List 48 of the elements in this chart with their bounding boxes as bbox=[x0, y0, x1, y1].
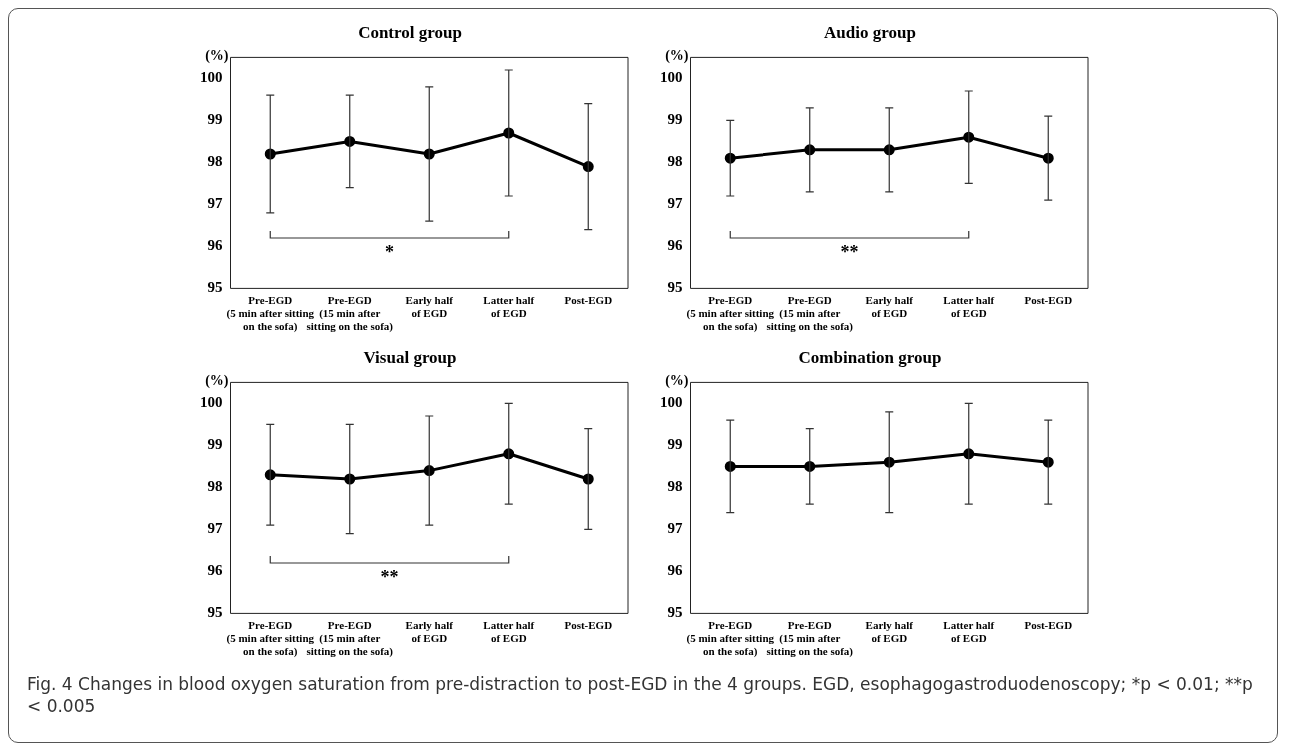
x-tick-label: Early half of EGD bbox=[405, 618, 454, 645]
caption: Fig. 4 Changes in blood oxygen saturation from pre-distraction to post-EGD in the 4 groups. EGD, esophagogastroduodenoscopy; *p < 0.01; **p < 0.005 bbox=[27, 673, 1254, 718]
y-tick-label: 95 bbox=[207, 604, 223, 621]
y-tick-label: 96 bbox=[667, 237, 683, 254]
y-tick-label: 100 bbox=[200, 69, 223, 86]
y-tick-label: 96 bbox=[207, 237, 223, 254]
y-tick-label: 99 bbox=[207, 436, 223, 453]
chart-title: Combination group bbox=[798, 347, 942, 367]
x-tick-label: Latter half of EGD bbox=[943, 293, 995, 320]
y-tick-label: 95 bbox=[207, 279, 223, 296]
y-tick-label: 99 bbox=[667, 436, 683, 453]
x-tick-label: Early half of EGD bbox=[865, 293, 914, 320]
y-tick-label: 96 bbox=[667, 562, 683, 579]
y-tick-label: 97 bbox=[207, 520, 223, 537]
chart-title: Visual group bbox=[363, 347, 457, 367]
x-tick-label: Post-EGD bbox=[1024, 618, 1073, 631]
y-tick-label: 99 bbox=[207, 111, 223, 128]
y-tick-label: 98 bbox=[207, 478, 223, 495]
annotation: ** bbox=[840, 241, 859, 262]
x-tick-label: Latter half of EGD bbox=[943, 618, 995, 645]
x-tick-label: Latter half of EGD bbox=[483, 618, 535, 645]
x-tick-label: Early half of EGD bbox=[405, 293, 454, 320]
y-tick-label: 100 bbox=[660, 69, 683, 86]
y-tick-label: 97 bbox=[207, 195, 223, 212]
chart-title: Audio group bbox=[824, 22, 916, 42]
y-axis-title: (%) bbox=[665, 48, 689, 65]
y-axis-title: (%) bbox=[205, 373, 229, 390]
y-axis-title: (%) bbox=[665, 373, 689, 390]
y-tick-label: 97 bbox=[667, 195, 683, 212]
chart-title: Control group bbox=[358, 22, 462, 42]
x-tick-label: Latter half of EGD bbox=[483, 293, 535, 320]
y-tick-label: 95 bbox=[667, 279, 683, 296]
y-tick-label: 98 bbox=[667, 478, 683, 495]
y-tick-label: 97 bbox=[667, 520, 683, 537]
x-tick-label: Post-EGD bbox=[1024, 293, 1073, 306]
annotation: * bbox=[385, 241, 394, 262]
x-tick-label: Post-EGD bbox=[564, 293, 613, 306]
y-tick-label: 98 bbox=[207, 153, 223, 170]
annotation: ** bbox=[380, 566, 399, 587]
y-tick-label: 96 bbox=[207, 562, 223, 579]
y-tick-label: 95 bbox=[667, 604, 683, 621]
x-tick-label: Early half of EGD bbox=[865, 618, 914, 645]
y-axis-title: (%) bbox=[205, 48, 229, 65]
y-tick-label: 99 bbox=[667, 111, 683, 128]
x-tick-label: Post-EGD bbox=[564, 618, 613, 631]
y-tick-label: 98 bbox=[667, 153, 683, 170]
y-tick-label: 100 bbox=[200, 394, 223, 411]
y-tick-label: 100 bbox=[660, 394, 683, 411]
